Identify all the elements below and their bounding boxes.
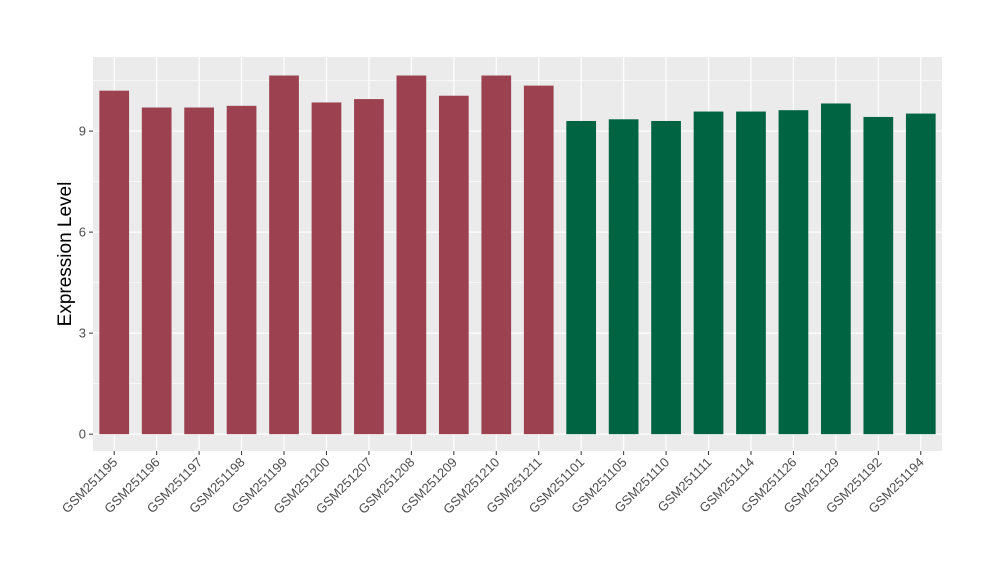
y-axis-label: Expression Level	[55, 182, 76, 327]
bar-GSM251195	[99, 90, 130, 435]
bar-GSM251211	[523, 85, 554, 435]
y-tick-label: 0	[79, 427, 86, 442]
bar-GSM251114	[736, 111, 766, 435]
bar-GSM251198	[226, 105, 257, 435]
bars	[99, 75, 936, 435]
bar-GSM251194	[905, 113, 936, 435]
y-tick-label: 3	[79, 326, 86, 341]
bar-GSM251101	[566, 120, 597, 435]
y-tick-label: 9	[79, 124, 86, 139]
bar-GSM251129	[821, 103, 851, 435]
bar-GSM251208	[396, 75, 427, 435]
bar-GSM251126	[778, 110, 809, 435]
bar-GSM251210	[481, 75, 512, 435]
bar-GSM251111	[693, 111, 724, 435]
bar-GSM251105	[608, 119, 639, 435]
y-axis: 0 3 6 9	[79, 124, 93, 442]
bar-GSM251199	[269, 75, 299, 435]
bar-GSM251192	[863, 116, 894, 435]
bar-GSM251209	[438, 95, 469, 435]
bar-GSM251196	[141, 107, 172, 435]
plot-panel	[93, 57, 942, 451]
bar-GSM251207	[354, 99, 384, 435]
x-axis: GSM251195GSM251196GSM251197GSM251198GSM2…	[59, 451, 927, 517]
bar-GSM251200	[311, 102, 342, 435]
y-tick-label: 6	[79, 225, 86, 240]
bar-GSM251197	[184, 107, 214, 435]
bar-GSM251110	[651, 120, 681, 435]
